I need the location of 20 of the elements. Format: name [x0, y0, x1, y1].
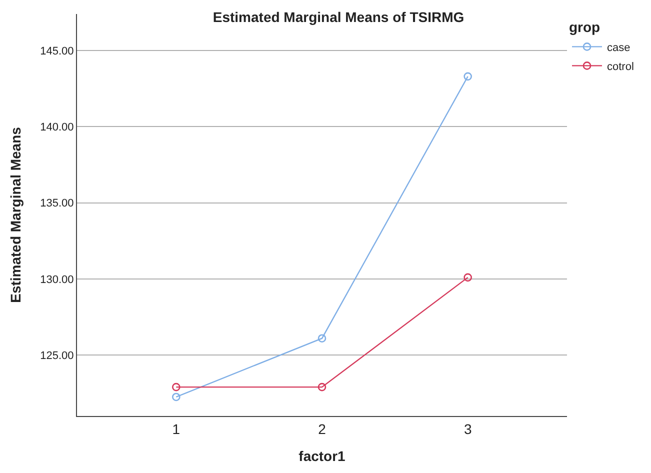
y-tick-label: 145.00: [40, 45, 74, 58]
y-axis-title: Estimated Marginal Means: [8, 126, 24, 303]
y-tick-label: 140.00: [40, 122, 74, 134]
x-axis-title: factor1: [298, 448, 346, 464]
legend-label: cotrol: [607, 60, 634, 73]
point: [318, 382, 326, 392]
x-tick-label: 1: [172, 420, 180, 437]
chart-title: Estimated Marginal Means of TSIRMG: [212, 8, 464, 25]
point: [172, 392, 180, 402]
point: [172, 382, 180, 392]
y-tick-label: 125.00: [40, 350, 74, 362]
y-tick-label: 130.00: [40, 274, 74, 286]
x-tick-label: 3: [464, 420, 472, 437]
legend-title: grop: [569, 19, 600, 36]
point: [318, 334, 326, 342]
y-tick-label: 135.00: [40, 198, 74, 210]
x-tick-label: 2: [318, 420, 326, 437]
point: [464, 72, 472, 81]
legend-label: case: [607, 42, 630, 54]
point: [464, 273, 472, 282]
